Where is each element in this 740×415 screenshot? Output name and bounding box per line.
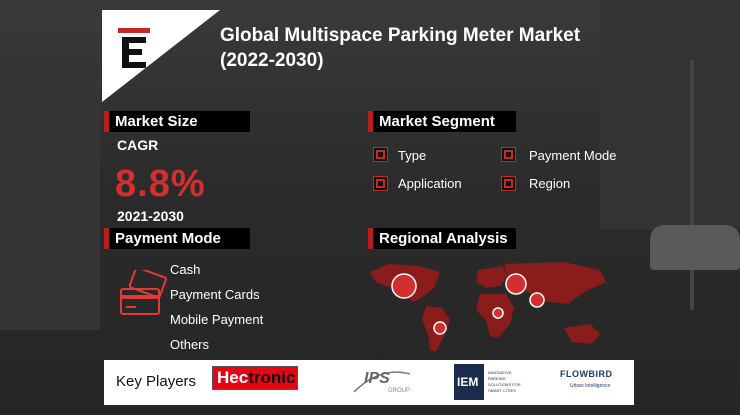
flowbird-logo-sub: Urban Intelligence — [570, 383, 611, 389]
background-car — [650, 225, 740, 270]
regional-analysis-heading-text: Regional Analysis — [379, 230, 508, 247]
payment-mode-item: Others — [170, 337, 210, 352]
heading-accent — [104, 228, 109, 249]
iem-logo-text: IEM — [457, 375, 479, 389]
background-building — [0, 80, 100, 330]
key-players-label: Key Players — [116, 373, 197, 390]
flowbird-logo-text: FLOWBIRD — [560, 369, 613, 379]
heading-accent — [104, 111, 109, 132]
cagr-period: 2021-2030 — [117, 208, 184, 224]
market-size-heading-text: Market Size — [115, 113, 198, 130]
heading-accent — [368, 111, 373, 132]
world-map-icon — [370, 262, 606, 352]
bullet-icon — [502, 148, 515, 161]
payment-mode-item: Mobile Payment — [170, 312, 264, 327]
payment-mode-heading-text: Payment Mode — [115, 230, 221, 247]
ips-logo-text: IPS — [364, 370, 390, 387]
bullet-icon — [374, 177, 387, 190]
flowbird-logo: FLOWBIRD Urban Intelligence — [560, 366, 620, 398]
title-line-2: (2022-2030) — [220, 50, 324, 71]
ips-group-logo: IPS GROUP — [350, 364, 414, 398]
payment-mode-item: Cash — [170, 262, 201, 277]
cagr-label: CAGR — [117, 137, 159, 153]
iem-logo-tagline: INNOVATIVE PARKING SOLUTIONS FOR SMART C… — [488, 370, 521, 393]
payment-cards-icon — [120, 270, 167, 315]
hectronic-logo-text: Hectronic — [217, 368, 296, 387]
page-title: Global Multispace Parking Meter Market (… — [220, 23, 640, 73]
heading-accent — [368, 228, 373, 249]
swoosh-icon — [353, 371, 411, 393]
title-line-1: Global Multispace Parking Meter Market — [220, 25, 581, 46]
background-building — [600, 0, 740, 230]
segment-item: Region — [529, 176, 571, 191]
bullet-icon — [502, 177, 515, 190]
segment-item: Type — [398, 148, 427, 163]
iem-logo: IEM INNOVATIVE PARKING SOLUTIONS FOR SMA… — [454, 364, 524, 400]
ips-logo-sub: GROUP — [388, 388, 411, 394]
brand-e-icon — [118, 28, 150, 68]
key-players-bar: Key Players Hectronic IPS GROUP IEM INNO… — [104, 360, 634, 405]
bullet-icon — [374, 148, 387, 161]
segment-item: Payment Mode — [529, 148, 617, 163]
cagr-value: 8.8% — [115, 163, 206, 205]
market-size-heading: Market Size — [104, 111, 250, 132]
payment-mode-heading: Payment Mode — [104, 228, 250, 249]
hectronic-logo: Hectronic — [212, 366, 298, 390]
market-segment-heading: Market Segment — [368, 111, 516, 132]
market-segment-heading-text: Market Segment — [379, 113, 495, 130]
background-lamp — [690, 60, 694, 310]
payment-mode-item: Payment Cards — [170, 287, 260, 302]
regional-analysis-heading: Regional Analysis — [368, 228, 516, 249]
segment-item: Application — [398, 176, 462, 191]
